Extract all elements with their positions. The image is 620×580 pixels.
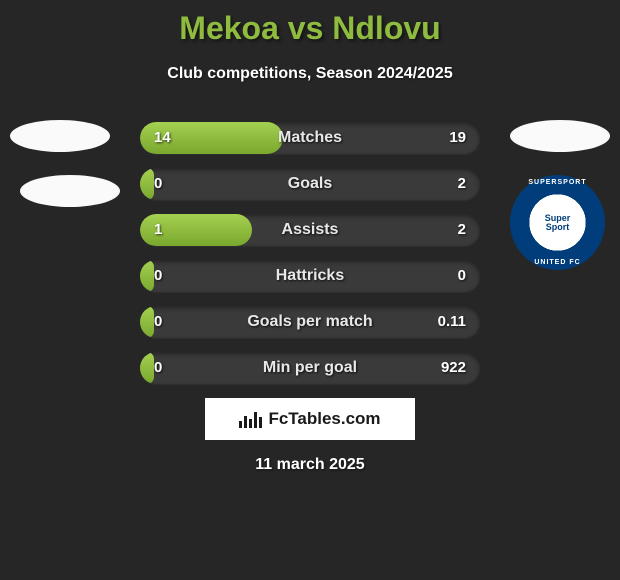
stat-right-value: 922 [441, 352, 466, 384]
stat-label: Min per goal [140, 352, 480, 384]
stat-right-value: 0 [458, 260, 466, 292]
stat-row-goals: 0 Goals 2 [140, 168, 480, 200]
team-right-logo: SUPERSPORT Super Sport UNITED FC [510, 175, 605, 270]
team-logo-inner: Super Sport [533, 198, 583, 248]
fctables-text: FcTables.com [268, 409, 380, 429]
stat-label: Hattricks [140, 260, 480, 292]
stat-row-goals-per-match: 0 Goals per match 0.11 [140, 306, 480, 338]
stat-label: Goals per match [140, 306, 480, 338]
stat-row-assists: 1 Assists 2 [140, 214, 480, 246]
stat-label: Goals [140, 168, 480, 200]
fctables-chart-icon [239, 410, 262, 428]
stat-right-value: 19 [449, 122, 466, 154]
stat-row-min-per-goal: 0 Min per goal 922 [140, 352, 480, 384]
team-logo-bottom-text: UNITED FC [510, 259, 605, 266]
team-logo-top-text: SUPERSPORT [510, 179, 605, 186]
comparison-date: 11 march 2025 [0, 456, 620, 474]
stat-right-value: 2 [458, 214, 466, 246]
player-right-avatar-placeholder [510, 120, 610, 152]
comparison-subtitle: Club competitions, Season 2024/2025 [0, 65, 620, 83]
fctables-badge[interactable]: FcTables.com [205, 398, 415, 440]
player-left-avatar-placeholder-2 [20, 175, 120, 207]
stat-label: Matches [140, 122, 480, 154]
stat-right-value: 0.11 [438, 306, 466, 338]
stat-row-matches: 14 Matches 19 [140, 122, 480, 154]
stat-label: Assists [140, 214, 480, 246]
stats-container: 14 Matches 19 0 Goals 2 1 Assists 2 0 Ha… [140, 122, 480, 398]
stat-row-hattricks: 0 Hattricks 0 [140, 260, 480, 292]
comparison-title: Mekoa vs Ndlovu [0, 0, 620, 47]
stat-right-value: 2 [458, 168, 466, 200]
player-left-avatar-placeholder-1 [10, 120, 110, 152]
